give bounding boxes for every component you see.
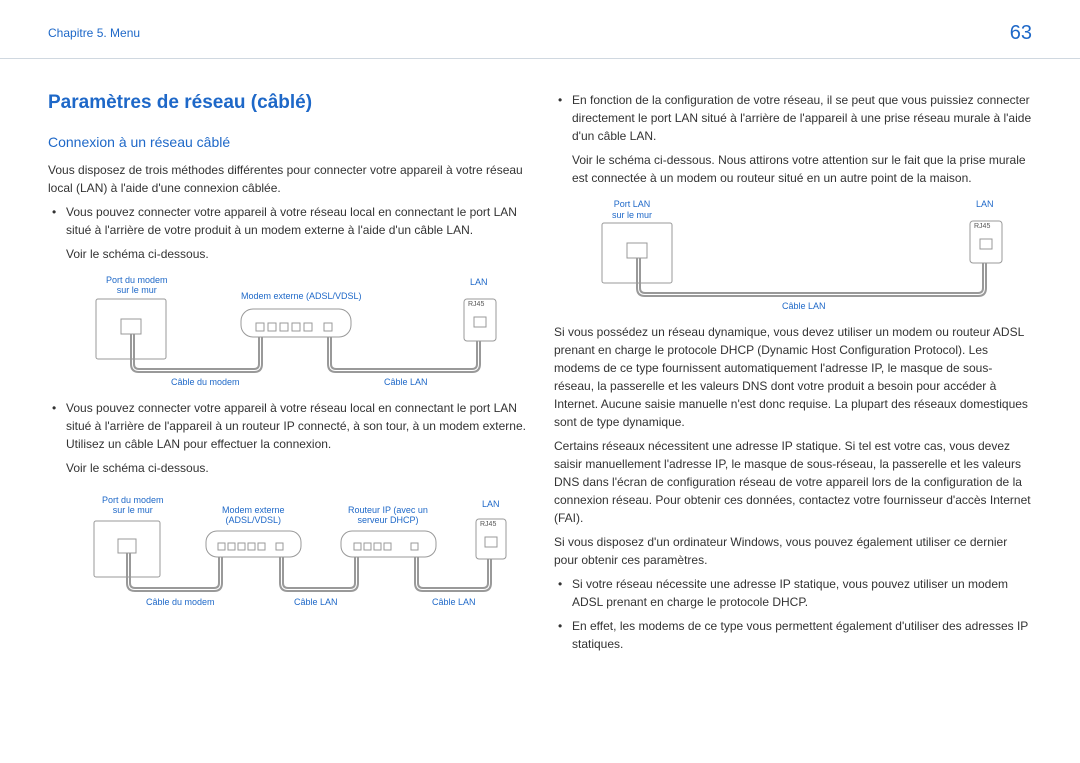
label-rj45: RJ45 xyxy=(468,301,484,309)
label-port-modem: Port du modemsur le mur xyxy=(102,495,164,517)
para-dynamic: Si vous possédez un réseau dynamique, vo… xyxy=(554,323,1032,431)
label-rj45: RJ45 xyxy=(974,223,990,231)
label-lan: LAN xyxy=(482,499,500,510)
bullet-text: Si votre réseau nécessite une adresse IP… xyxy=(572,577,1008,609)
label-lan: LAN xyxy=(470,277,488,288)
label-cable-modem: Câble du modem xyxy=(171,377,240,388)
list-item: Si votre réseau nécessite une adresse IP… xyxy=(572,575,1032,611)
page-number: 63 xyxy=(1010,18,1032,48)
diagram-1: Port du modemsur le mur Modem externe (A… xyxy=(66,269,526,389)
section-subtitle: Connexion à un réseau câblé xyxy=(48,132,526,153)
label-port-modem: Port du modemsur le mur xyxy=(106,275,168,297)
diagram-2: Port du modemsur le mur Modem externe(AD… xyxy=(66,483,526,613)
label-cable-modem: Câble du modem xyxy=(146,597,215,608)
label-modem-ext2: Modem externe(ADSL/VDSL) xyxy=(222,505,285,527)
label-routeur: Routeur IP (avec unserveur DHCP) xyxy=(348,505,428,527)
label-cable-lan: Câble LAN xyxy=(294,597,338,608)
bullet-text: Vous pouvez connecter votre appareil à v… xyxy=(66,401,526,451)
page-title: Paramètres de réseau (câblé) xyxy=(48,89,526,118)
list-item: En fonction de la configuration de votre… xyxy=(572,91,1032,145)
diagram-3: Port LANsur le mur LAN RJ45 Câble LAN xyxy=(572,193,1032,313)
label-cable-lan: Câble LAN xyxy=(782,301,826,312)
see-note: Voir le schéma ci-dessous. Nous attirons… xyxy=(554,151,1032,187)
para-static: Certains réseaux nécessitent une adresse… xyxy=(554,437,1032,527)
label-cable-lan: Câble LAN xyxy=(432,597,476,608)
label-cable-lan: Câble LAN xyxy=(384,377,428,388)
para-windows: Si vous disposez d'un ordinateur Windows… xyxy=(554,533,1032,569)
bullet-text: En fonction de la configuration de votre… xyxy=(572,93,1031,143)
bullet-text: Vous pouvez connecter votre appareil à v… xyxy=(66,205,517,237)
bullet-text: En effet, les modems de ce type vous per… xyxy=(572,619,1028,651)
chapter-label: Chapitre 5. Menu xyxy=(48,24,140,42)
intro-text: Vous disposez de trois méthodes différen… xyxy=(48,161,526,197)
list-item: Vous pouvez connecter votre appareil à v… xyxy=(66,399,526,453)
label-rj45: RJ45 xyxy=(480,521,496,529)
see-diagram: Voir le schéma ci-dessous. xyxy=(48,459,526,477)
list-item: En effet, les modems de ce type vous per… xyxy=(572,617,1032,653)
list-item: Vous pouvez connecter votre appareil à v… xyxy=(66,203,526,239)
label-lan: LAN xyxy=(976,199,994,210)
label-port-lan: Port LANsur le mur xyxy=(612,199,652,221)
label-modem-ext: Modem externe (ADSL/VDSL) xyxy=(241,291,362,302)
see-diagram: Voir le schéma ci-dessous. xyxy=(48,245,526,263)
